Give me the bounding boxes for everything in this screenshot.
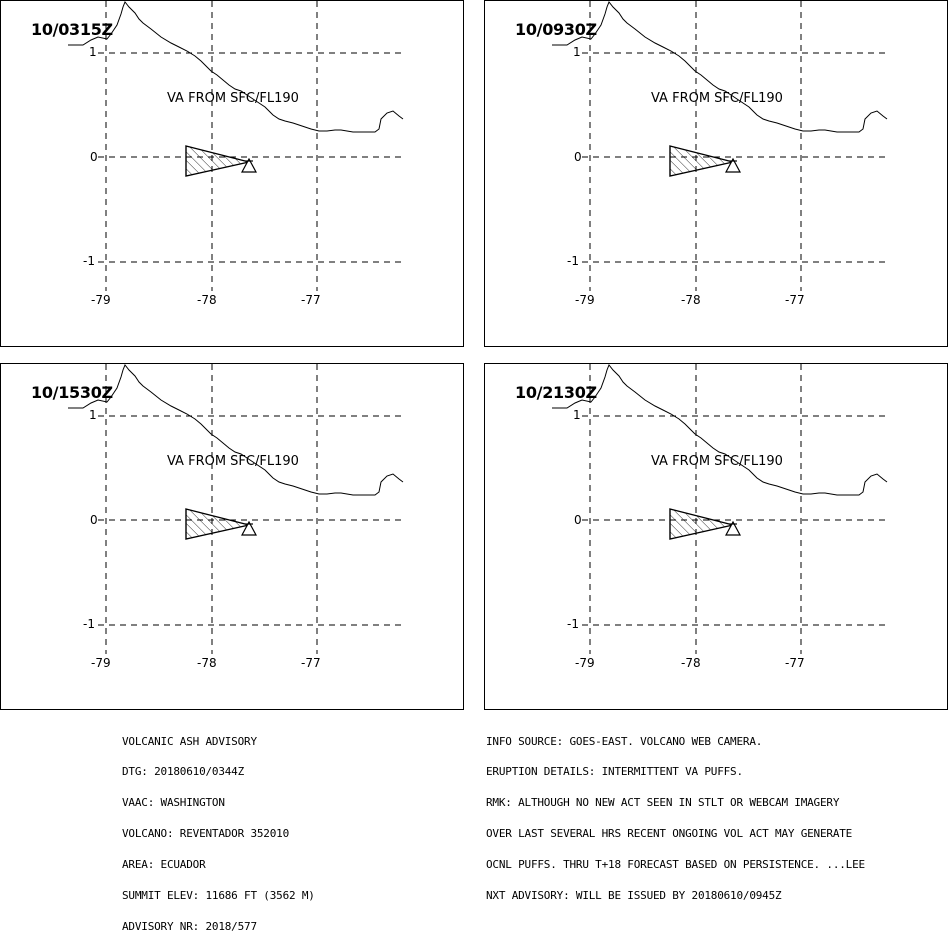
ash-cloud-polygon (669, 508, 734, 540)
panel-time-label: 10/2130Z (515, 383, 597, 402)
advisory-line: AREA: ECUADOR (122, 858, 206, 872)
panel-time-label: 10/1530Z (31, 383, 113, 402)
advisory-header-block: VOLCANIC ASH ADVISORY DTG: 20180610/0344… (122, 716, 315, 943)
ash-height-label: VA FROM SFC/FL190 (167, 91, 299, 106)
panel-time-label: 10/0315Z (31, 20, 113, 39)
lon-tick-minus-77: -77 (301, 293, 321, 307)
coastline (68, 364, 404, 496)
advisory-line: INFO SOURCE: GOES-EAST. VOLCANO WEB CAME… (486, 734, 763, 748)
advisory-line: RMK: ALTHOUGH NO NEW ACT SEEN IN STLT OR… (486, 796, 840, 810)
lon-tick-minus-77: -77 (785, 656, 805, 670)
map-canvas (552, 1, 888, 291)
volcano-icon (724, 157, 742, 173)
ash-height-label: VA FROM SFC/FL190 (651, 91, 783, 106)
lon-tick-minus-79: -79 (575, 293, 595, 307)
map-panel-3: 10/1530Z VA FROM SFC/FL190 1 0 -1 -79 -7… (0, 363, 464, 710)
lon-tick-minus-77: -77 (301, 656, 321, 670)
ash-cloud-polygon (185, 508, 250, 540)
advisory-line: VAAC: WASHINGTON (122, 796, 225, 810)
advisory-line: VOLCANO: REVENTADOR 352010 (122, 827, 289, 841)
lon-tick-minus-78: -78 (197, 293, 217, 307)
ash-cloud-polygon (669, 145, 734, 177)
lon-tick-minus-79: -79 (91, 656, 111, 670)
lat-tick-minus-1: -1 (567, 254, 579, 268)
advisory-remarks-block: INFO SOURCE: GOES-EAST. VOLCANO WEB CAME… (486, 716, 865, 912)
lat-tick-0: 0 (90, 150, 98, 164)
advisory-line: VOLCANIC ASH ADVISORY (122, 734, 257, 748)
map-panel-1: 10/0315Z VA FROM SFC/FL190 1 0 -1 -79 -7… (0, 0, 464, 347)
map-canvas (68, 1, 404, 291)
lat-tick-minus-1: -1 (83, 254, 95, 268)
map-canvas (552, 364, 888, 654)
volcano-icon (724, 520, 742, 536)
lon-tick-minus-77: -77 (785, 293, 805, 307)
ash-height-label: VA FROM SFC/FL190 (651, 454, 783, 469)
lon-tick-minus-78: -78 (681, 656, 701, 670)
advisory-line: ADVISORY NR: 2018/577 (122, 919, 257, 933)
volcano-icon (240, 520, 258, 536)
lat-tick-0: 0 (574, 150, 582, 164)
coastline (552, 364, 888, 496)
advisory-line: ERUPTION DETAILS: INTERMITTENT VA PUFFS. (486, 765, 743, 779)
map-canvas (68, 364, 404, 654)
lat-tick-minus-1: -1 (567, 617, 579, 631)
lon-tick-minus-79: -79 (91, 293, 111, 307)
advisory-line: DTG: 20180610/0344Z (122, 765, 245, 779)
lat-tick-minus-1: -1 (83, 617, 95, 631)
lat-tick-1: 1 (89, 408, 97, 422)
lat-tick-1: 1 (573, 408, 581, 422)
lat-tick-0: 0 (574, 513, 582, 527)
advisory-line: OCNL PUFFS. THRU T+18 FORECAST BASED ON … (486, 858, 865, 872)
coastline (552, 1, 888, 133)
lat-tick-1: 1 (573, 45, 581, 59)
volcano-icon (240, 157, 258, 173)
lon-tick-minus-78: -78 (197, 656, 217, 670)
advisory-line: NXT ADVISORY: WILL BE ISSUED BY 20180610… (486, 889, 782, 903)
lat-tick-0: 0 (90, 513, 98, 527)
lat-tick-1: 1 (89, 45, 97, 59)
ash-cloud-polygon (185, 145, 250, 177)
lon-tick-minus-78: -78 (681, 293, 701, 307)
map-panel-4: 10/2130Z VA FROM SFC/FL190 1 0 -1 -79 -7… (484, 363, 948, 710)
panel-time-label: 10/0930Z (515, 20, 597, 39)
advisory-line: SUMMIT ELEV: 11686 FT (3562 M) (122, 889, 315, 903)
advisory-line: OVER LAST SEVERAL HRS RECENT ONGOING VOL… (486, 827, 853, 841)
lon-tick-minus-79: -79 (575, 656, 595, 670)
map-panel-2: 10/0930Z VA FROM SFC/FL190 1 0 -1 -79 -7… (484, 0, 948, 347)
coastline (68, 1, 404, 133)
ash-height-label: VA FROM SFC/FL190 (167, 454, 299, 469)
